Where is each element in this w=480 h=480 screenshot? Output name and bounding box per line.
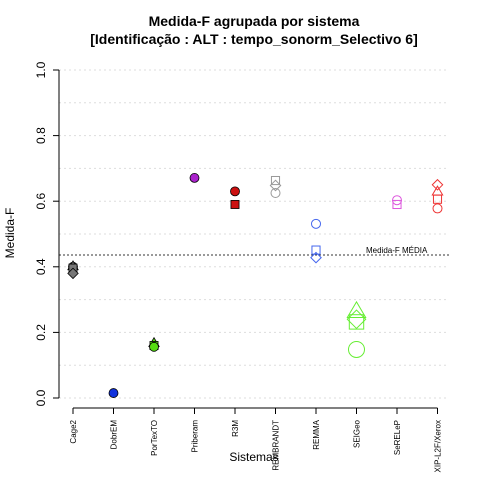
data-point-circle — [270, 188, 281, 198]
chart-title: Medida-F agrupada por sistema — [149, 13, 360, 29]
data-point-circle — [149, 341, 159, 352]
data-point-diamond — [310, 251, 322, 264]
data-point-diamond — [431, 178, 444, 191]
data-point-circle — [311, 218, 321, 229]
x-tick-label: Priberam — [191, 420, 200, 453]
data-point-diamond — [67, 267, 79, 280]
data-point-square — [311, 245, 321, 255]
data-point-square — [392, 199, 402, 210]
grid-lines — [59, 69, 449, 399]
data-point-circle — [348, 340, 365, 358]
y-tick-label: 0.8 — [34, 127, 48, 144]
y-tick-label: 0.6 — [34, 193, 48, 210]
x-tick-label: Cage2 — [69, 419, 78, 443]
data-point-circle — [108, 388, 119, 398]
x-tick-label: SEIGeo — [353, 419, 362, 448]
data-point-diamond — [269, 179, 282, 192]
x-tick-label: REMMA — [312, 419, 321, 449]
data-points — [67, 173, 444, 398]
y-axis: 0.0 0.2 0.4 0.6 0.8 1.0 — [34, 61, 60, 406]
chart-subtitle: [Identificação : ALT : tempo_sonorm_Sele… — [90, 31, 418, 47]
reference-line-group: Medida-F MÉDIA — [59, 246, 449, 256]
x-axis: Cage2 DobrEM PorTexTO Priberam R3M REMBRANDT R… — [69, 407, 443, 472]
data-point-square — [270, 175, 281, 186]
y-tick-label: 0.0 — [34, 389, 48, 406]
y-tick-label: 0.4 — [34, 258, 48, 275]
y-axis-label: Medida-F — [3, 208, 17, 259]
x-tick-label: DobrEM — [110, 420, 119, 450]
data-point-circle — [230, 186, 240, 197]
mean-reference-label: Medida-F MÉDIA — [366, 246, 428, 255]
data-point-square — [432, 194, 443, 204]
data-point-triangle — [346, 300, 367, 319]
y-tick-label: 1.0 — [34, 61, 48, 78]
x-tick-label: XIP-L2F/Xerox — [434, 420, 443, 472]
x-tick-label: R3M — [231, 420, 240, 437]
data-point-diamond — [346, 309, 367, 330]
data-point-circle — [189, 173, 200, 183]
data-point-circle — [432, 203, 443, 214]
y-tick-label: 0.2 — [34, 324, 48, 341]
x-tick-label: PorTexTO — [150, 420, 159, 456]
data-point-square — [230, 200, 240, 209]
x-tick-label: REMBRANDT — [272, 420, 281, 471]
x-axis-label: Sistemas — [229, 450, 278, 464]
data-point-square — [348, 314, 365, 330]
x-tick-label: SeRELeP — [393, 420, 402, 455]
